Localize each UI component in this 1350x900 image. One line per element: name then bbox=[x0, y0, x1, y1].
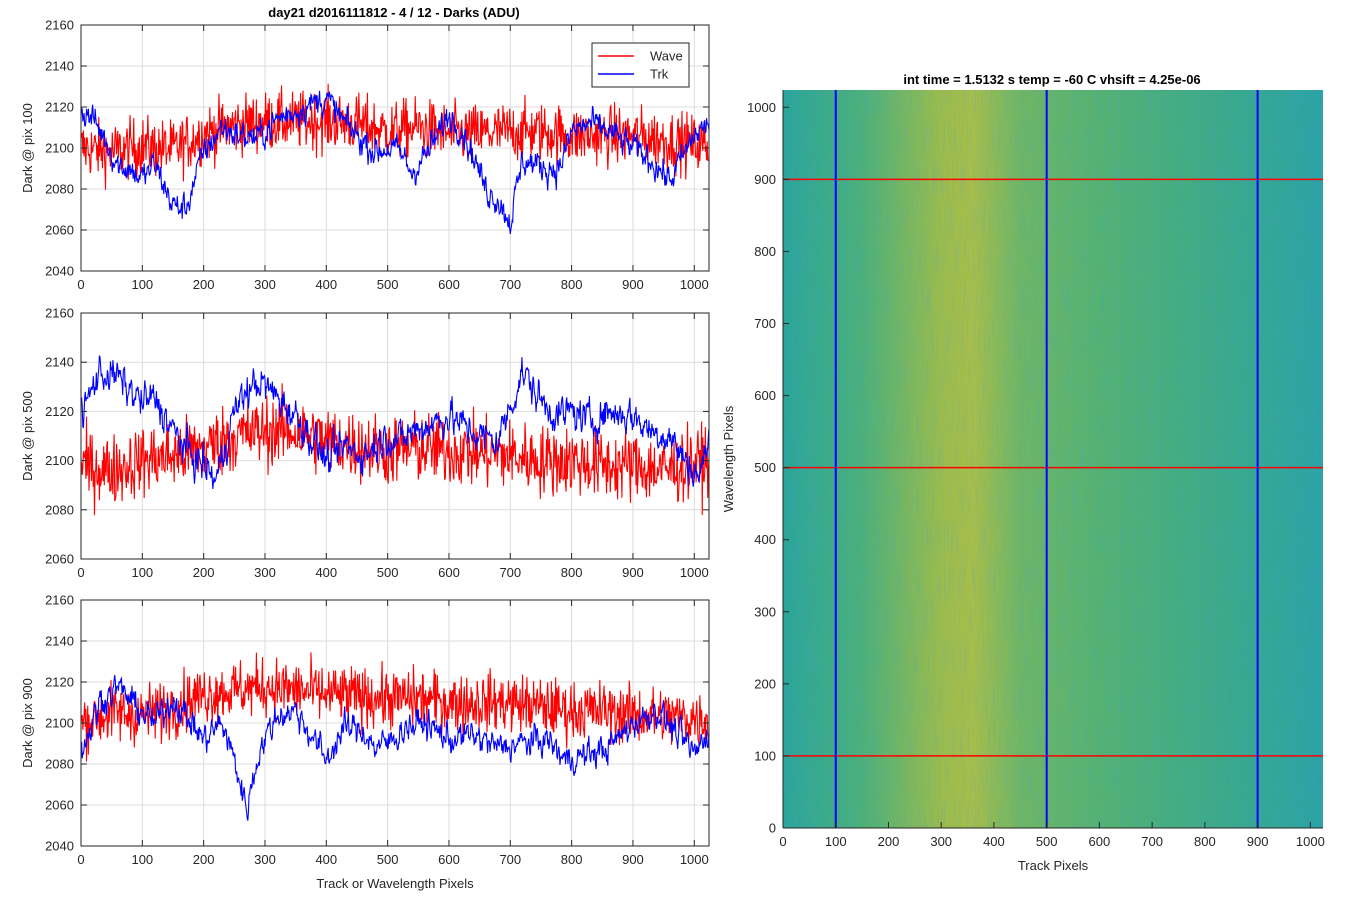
legend: Wave Trk bbox=[591, 42, 690, 88]
x-tick-label: 500 bbox=[377, 852, 399, 867]
heatmap-x-tick-label: 500 bbox=[1036, 834, 1058, 849]
y-tick-label: 2060 bbox=[45, 798, 74, 813]
heatmap-y-tick-label: 800 bbox=[754, 244, 776, 259]
heatmap-x-tick-label: 200 bbox=[878, 834, 900, 849]
heatmap-y-tick-label: 600 bbox=[754, 388, 776, 403]
legend-label-trk: Trk bbox=[650, 67, 669, 82]
heatmap-x-tick-label: 900 bbox=[1247, 834, 1269, 849]
heatmap-x-tick-label: 1000 bbox=[1296, 834, 1325, 849]
figure-title-left: day21 d2016111812 - 4 / 12 - Darks (ADU) bbox=[268, 5, 519, 20]
x-tick-label: 800 bbox=[561, 852, 583, 867]
heatmap-y-tick-label: 500 bbox=[754, 460, 776, 475]
y-axis-label: Dark @ pix 500 bbox=[20, 391, 35, 481]
y-tick-label: 2160 bbox=[45, 593, 74, 608]
x-tick-label: 900 bbox=[622, 852, 644, 867]
legend-label-wave: Wave bbox=[650, 49, 683, 64]
heatmap-y-axis-label: Wavelength Pixels bbox=[721, 405, 736, 512]
y-tick-label: 2060 bbox=[45, 223, 74, 238]
y-axis-label: Dark @ pix 100 bbox=[20, 103, 35, 193]
y-tick-label: 2120 bbox=[45, 404, 74, 419]
y-axis-label: Dark @ pix 900 bbox=[20, 678, 35, 768]
heatmap-x-tick-label: 400 bbox=[983, 834, 1005, 849]
heatmap-panel: int time = 1.5132 s temp = -60 C vhsift … bbox=[721, 72, 1325, 873]
heatmap-x-tick-label: 800 bbox=[1194, 834, 1216, 849]
x-tick-label: 400 bbox=[315, 852, 337, 867]
heatmap-x-tick-label: 100 bbox=[825, 834, 847, 849]
heatmap-y-tick-label: 0 bbox=[769, 821, 776, 836]
line-panel-pix-500: 0 100 200 300 400 500 600 700 800 900 1000 2060 2080… bbox=[20, 306, 710, 580]
x-tick-label: 800 bbox=[561, 565, 583, 580]
x-tick-label: 500 bbox=[377, 277, 399, 292]
x-tick-label: 600 bbox=[438, 277, 460, 292]
heatmap-y-tick-label: 200 bbox=[754, 676, 776, 691]
y-tick-label: 2120 bbox=[45, 100, 74, 115]
y-tick-label: 2120 bbox=[45, 675, 74, 690]
y-tick-label: 2140 bbox=[45, 59, 74, 74]
x-tick-label: 1000 bbox=[680, 277, 709, 292]
x-tick-label: 800 bbox=[561, 277, 583, 292]
y-tick-label: 2040 bbox=[45, 264, 74, 279]
y-tick-label: 2080 bbox=[45, 182, 74, 197]
y-tick-label: 2140 bbox=[45, 355, 74, 370]
x-tick-label: 400 bbox=[315, 277, 337, 292]
x-tick-label: 600 bbox=[438, 852, 460, 867]
y-tick-label: 2100 bbox=[45, 453, 74, 468]
x-tick-label: 300 bbox=[254, 565, 276, 580]
x-tick-label: 100 bbox=[131, 852, 153, 867]
x-tick-label: 200 bbox=[193, 277, 215, 292]
x-tick-label: 600 bbox=[438, 565, 460, 580]
series-trk-line bbox=[81, 355, 709, 490]
y-tick-label: 2160 bbox=[45, 306, 74, 321]
series-trk-line bbox=[81, 674, 709, 821]
x-tick-label: 0 bbox=[77, 852, 84, 867]
axes-box bbox=[80, 312, 710, 560]
heatmap-x-tick-label: 300 bbox=[930, 834, 952, 849]
x-tick-label: 100 bbox=[131, 277, 153, 292]
heatmap-texture bbox=[783, 90, 1323, 828]
x-axis-label: Track or Wavelength Pixels bbox=[316, 876, 474, 891]
heatmap-y-tick-label: 700 bbox=[754, 316, 776, 331]
y-tick-label: 2080 bbox=[45, 757, 74, 772]
heatmap-x-tick-label: 700 bbox=[1141, 834, 1163, 849]
y-tick-label: 2100 bbox=[45, 141, 74, 156]
heatmap-x-tick-label: 600 bbox=[1089, 834, 1111, 849]
x-tick-label: 100 bbox=[131, 565, 153, 580]
x-tick-label: 200 bbox=[193, 565, 215, 580]
y-tick-label: 2100 bbox=[45, 716, 74, 731]
series-trk-line bbox=[81, 90, 709, 235]
heatmap-title: int time = 1.5132 s temp = -60 C vhsift … bbox=[903, 72, 1200, 87]
y-tick-label: 2040 bbox=[45, 839, 74, 854]
x-tick-label: 400 bbox=[315, 565, 337, 580]
x-tick-label: 0 bbox=[77, 277, 84, 292]
line-panel-pix-100: 0 100 200 300 400 500 600 700 800 900 1000 2040 2060… bbox=[20, 18, 710, 292]
x-tick-label: 700 bbox=[499, 277, 521, 292]
legend-box bbox=[591, 42, 690, 88]
x-tick-label: 300 bbox=[254, 852, 276, 867]
y-tick-label: 2160 bbox=[45, 18, 74, 33]
y-tick-label: 2060 bbox=[45, 552, 74, 567]
y-tick-label: 2140 bbox=[45, 634, 74, 649]
line-panel-pix-900: 0 100 200 300 400 500 600 700 800 900 1000 2040 2060… bbox=[20, 593, 710, 891]
heatmap-y-tick-label: 100 bbox=[754, 748, 776, 763]
x-tick-label: 1000 bbox=[680, 565, 709, 580]
heatmap-y-tick-label: 1000 bbox=[747, 100, 776, 115]
x-tick-label: 700 bbox=[499, 852, 521, 867]
x-tick-label: 300 bbox=[254, 277, 276, 292]
heatmap-y-tick-label: 400 bbox=[754, 532, 776, 547]
heatmap-x-axis-label: Track Pixels bbox=[1018, 858, 1089, 873]
x-tick-label: 500 bbox=[377, 565, 399, 580]
x-tick-label: 200 bbox=[193, 852, 215, 867]
x-tick-label: 700 bbox=[499, 565, 521, 580]
heatmap-y-tick-label: 900 bbox=[754, 172, 776, 187]
x-tick-label: 0 bbox=[77, 565, 84, 580]
heatmap-y-tick-label: 300 bbox=[754, 604, 776, 619]
x-tick-label: 1000 bbox=[680, 852, 709, 867]
heatmap-x-tick-label: 0 bbox=[779, 834, 786, 849]
x-tick-label: 900 bbox=[622, 277, 644, 292]
x-tick-label: 900 bbox=[622, 565, 644, 580]
y-tick-label: 2080 bbox=[45, 502, 74, 517]
